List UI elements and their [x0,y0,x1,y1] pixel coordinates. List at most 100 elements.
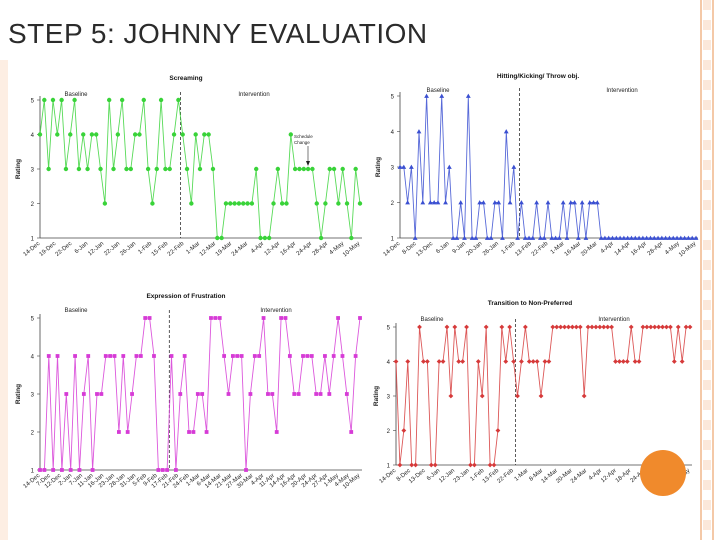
y-tick-label: 5 [31,317,35,323]
orange-decorative-circle [640,450,686,496]
data-point [163,166,168,172]
data-point [288,132,294,137]
data-point [249,201,255,206]
data-point [581,393,587,399]
data-point [235,354,240,358]
data-point [606,235,612,240]
data-point [549,235,555,240]
data-point [217,316,222,320]
y-tick-label: 4 [391,130,395,136]
data-point [481,200,486,205]
x-tick-label: 28-Apr [312,241,330,257]
data-point [625,235,631,240]
data-point [620,359,626,364]
data-point [492,200,498,205]
data-point [689,235,695,240]
data-point [292,392,297,396]
chart-title: Hitting/Kicking/ Throw obj. [497,73,580,80]
data-point [160,468,165,472]
data-point [670,235,676,240]
data-point [668,324,673,330]
y-tick-label: 2 [391,201,395,207]
data-point [106,97,112,103]
data-point [644,324,650,330]
x-tick-label: 12-Jan [87,241,105,257]
data-point [108,354,113,358]
data-point [296,392,301,396]
right-decorative-line [700,0,702,540]
y-tick-label: 1 [387,464,391,470]
data-point [479,393,485,399]
data-point [344,392,349,396]
data-point [511,164,517,169]
data-point [585,324,591,330]
data-point [115,132,121,137]
x-tick-label: 26-Jan [119,241,137,257]
data-point [636,359,642,364]
data-point [275,166,281,172]
data-point [683,324,689,330]
data-point [605,324,611,330]
data-point [432,462,438,468]
data-point [99,392,104,396]
data-point [587,200,593,205]
data-point [258,235,263,241]
data-point [648,235,653,240]
data-point [632,235,638,240]
data-point [72,97,77,103]
data-point [158,97,164,103]
data-point [439,93,445,98]
data-point [239,354,244,358]
data-point [640,235,646,240]
data-point [68,132,73,137]
data-point [42,97,47,103]
data-point [230,354,235,358]
data-point [318,392,323,396]
data-point [200,392,205,396]
data-point [460,359,466,364]
data-point [573,324,579,330]
data-point [204,430,209,434]
x-tick-label: 13-Dec [415,241,434,258]
data-point [297,166,302,172]
data-point [483,324,489,330]
data-point [323,354,327,358]
x-tick-label: 19-Mar [215,241,233,258]
data-point [530,359,536,364]
y-tick-label: 4 [387,360,391,366]
data-point [349,430,354,434]
data-point [413,462,418,468]
x-tick-label: 1-Mar [514,468,530,483]
data-point [51,468,56,472]
data-point [644,235,650,240]
data-point [577,324,583,330]
data-point [178,392,183,396]
data-point [340,354,345,358]
data-point [624,359,630,364]
data-point [469,235,475,240]
screaming-chart: Screaming 1 2 3 4 5 Rating Baseline Intervention… [15,75,363,258]
data-point [591,200,596,205]
data-point [171,132,177,137]
phase-label-intervention: Intervention [606,88,637,94]
data-point [191,430,196,434]
data-point [184,166,190,172]
right-decorative-line-outer [712,0,714,540]
data-point [318,235,324,241]
x-tick-label: 6-Jan [435,241,450,255]
x-tick-label: 19-Dec [39,241,58,258]
data-point [38,468,42,472]
data-point [176,97,181,103]
data-point [456,359,462,364]
phase-label-baseline: Baseline [420,317,444,323]
y-tick-label: 4 [31,133,35,139]
data-point [632,359,638,364]
right-decorative-stripe [703,0,711,540]
x-tick-label: 14-Dec [383,241,402,258]
data-point [323,201,328,206]
y-tick-label: 1 [31,469,35,475]
data-point [138,354,143,358]
data-point [42,468,47,472]
data-point [68,468,73,472]
data-point [613,235,619,240]
